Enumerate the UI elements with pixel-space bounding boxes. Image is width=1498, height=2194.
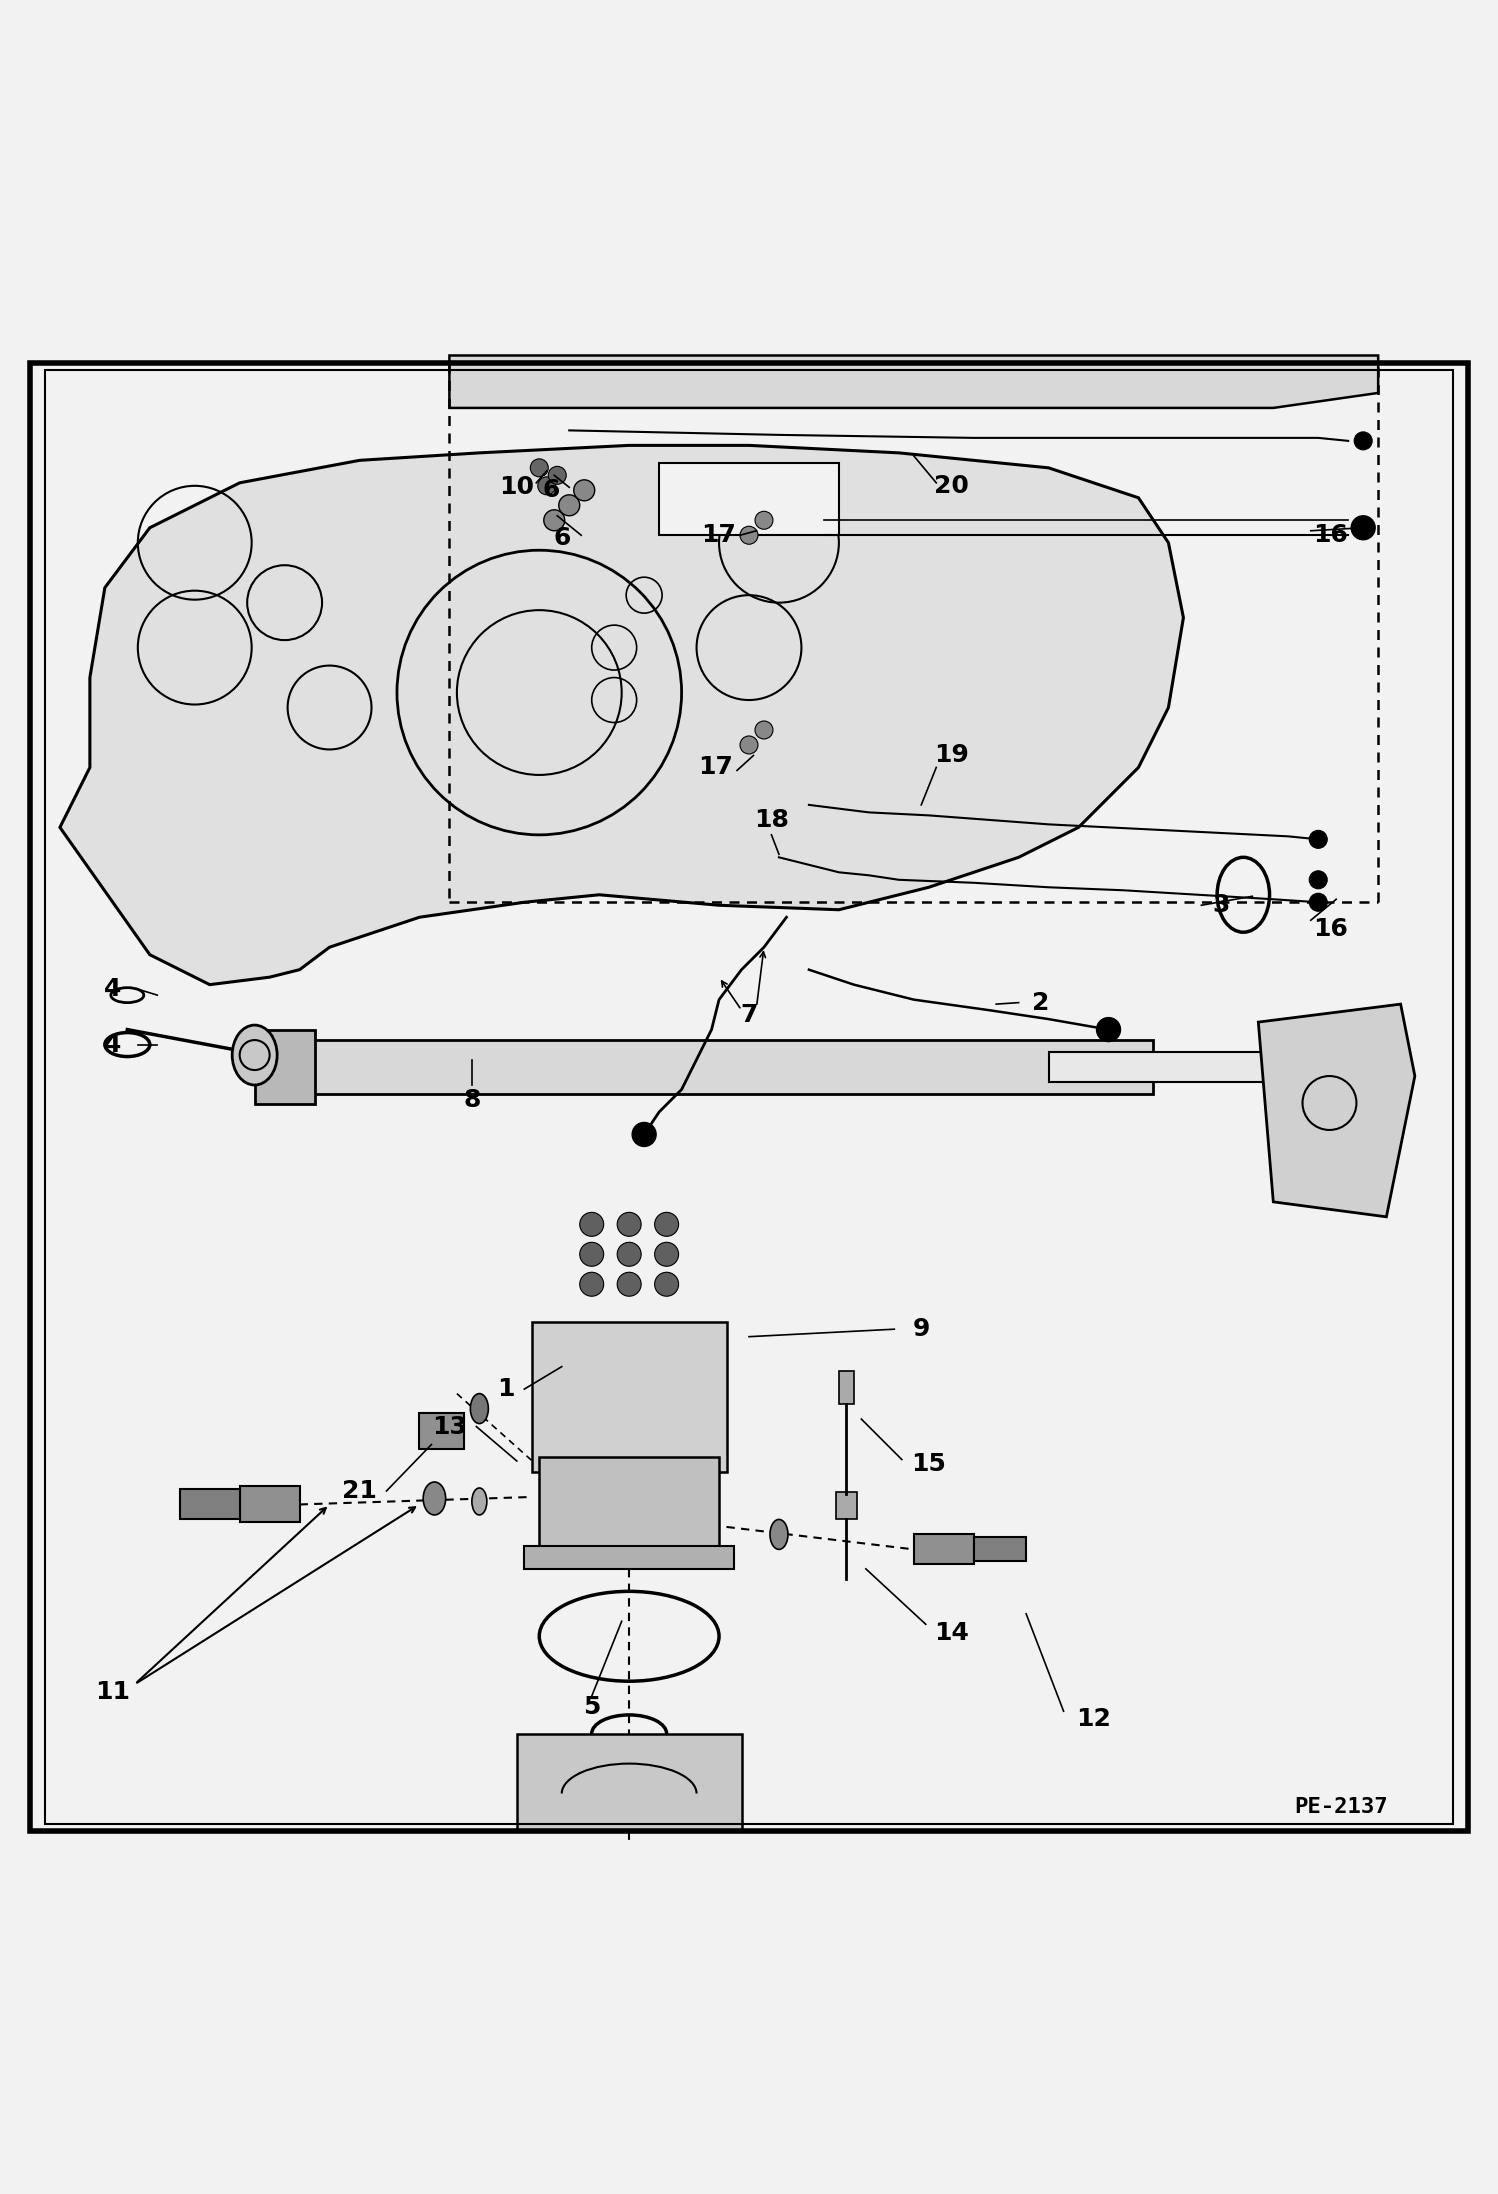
Circle shape — [580, 1213, 604, 1235]
Circle shape — [655, 1213, 679, 1235]
Text: 19: 19 — [933, 744, 969, 768]
Bar — [914, 1534, 974, 1564]
Ellipse shape — [472, 1488, 487, 1514]
Circle shape — [1309, 871, 1327, 889]
Bar — [517, 1733, 742, 1832]
Polygon shape — [449, 355, 1378, 408]
Ellipse shape — [470, 1393, 488, 1424]
Bar — [240, 1488, 300, 1523]
Text: 6: 6 — [553, 527, 571, 551]
Text: 16: 16 — [1312, 522, 1348, 546]
Ellipse shape — [422, 1481, 446, 1514]
Text: 3: 3 — [1212, 893, 1230, 917]
Text: 9: 9 — [912, 1316, 930, 1341]
Circle shape — [740, 735, 758, 755]
Circle shape — [1309, 829, 1327, 849]
Text: 1: 1 — [497, 1378, 515, 1402]
Circle shape — [632, 1123, 656, 1147]
Circle shape — [617, 1242, 641, 1266]
Text: 18: 18 — [753, 807, 789, 832]
Circle shape — [580, 1273, 604, 1297]
Text: 7: 7 — [740, 1003, 758, 1027]
Circle shape — [755, 722, 773, 739]
Text: 11: 11 — [94, 1681, 130, 1705]
Text: 17: 17 — [701, 522, 737, 546]
Bar — [180, 1490, 240, 1520]
Text: PE-2137: PE-2137 — [1294, 1797, 1387, 1817]
Circle shape — [530, 459, 548, 476]
Text: 20: 20 — [933, 474, 969, 498]
Circle shape — [1309, 893, 1327, 911]
Text: 10: 10 — [499, 476, 535, 500]
Text: 16: 16 — [1312, 917, 1348, 941]
Text: 12: 12 — [1076, 1707, 1112, 1731]
Bar — [300, 1040, 1153, 1095]
Circle shape — [544, 509, 565, 531]
Circle shape — [538, 476, 556, 496]
Circle shape — [755, 511, 773, 529]
Text: 4: 4 — [103, 976, 121, 1000]
Circle shape — [655, 1242, 679, 1266]
Circle shape — [617, 1273, 641, 1297]
Text: 17: 17 — [698, 755, 734, 779]
Circle shape — [548, 467, 566, 485]
Circle shape — [655, 1273, 679, 1297]
Text: 21: 21 — [342, 1479, 377, 1503]
Text: 4: 4 — [103, 1033, 121, 1058]
Text: 6: 6 — [542, 478, 560, 502]
Bar — [836, 1492, 857, 1520]
Circle shape — [617, 1213, 641, 1235]
Text: 8: 8 — [463, 1088, 481, 1112]
Circle shape — [1354, 432, 1372, 450]
Polygon shape — [1258, 1005, 1414, 1218]
Circle shape — [574, 480, 595, 500]
Text: 5: 5 — [583, 1694, 601, 1718]
Bar — [532, 1321, 727, 1472]
Bar — [839, 1371, 854, 1404]
Circle shape — [1097, 1018, 1121, 1042]
Text: 2: 2 — [1032, 992, 1050, 1014]
Bar — [255, 1029, 315, 1104]
Bar — [539, 1457, 719, 1562]
Polygon shape — [60, 445, 1183, 985]
Bar — [659, 463, 839, 535]
Circle shape — [559, 496, 580, 516]
Bar — [524, 1547, 734, 1569]
Ellipse shape — [770, 1520, 788, 1549]
Text: 13: 13 — [431, 1415, 467, 1439]
Bar — [974, 1538, 1026, 1562]
Bar — [419, 1413, 464, 1448]
Text: 14: 14 — [933, 1621, 969, 1646]
Bar — [1049, 1053, 1378, 1082]
Ellipse shape — [232, 1025, 277, 1086]
Text: 15: 15 — [911, 1452, 947, 1477]
Circle shape — [580, 1242, 604, 1266]
Circle shape — [740, 527, 758, 544]
Circle shape — [1351, 516, 1375, 540]
